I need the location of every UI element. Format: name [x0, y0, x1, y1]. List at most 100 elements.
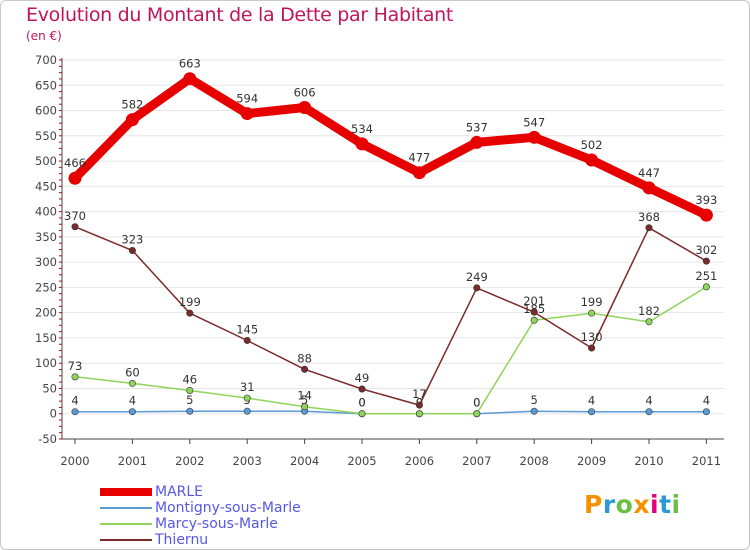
data-label: 88	[297, 351, 312, 365]
data-label: 4	[129, 394, 136, 408]
y-tick-label: 250	[35, 280, 57, 294]
data-point	[125, 113, 139, 127]
logo-letter: x	[633, 490, 650, 519]
legend-swatch	[100, 523, 152, 525]
legend-label: MARLE	[155, 484, 204, 500]
data-point	[530, 308, 538, 316]
data-label: 5	[186, 393, 193, 407]
data-point	[243, 407, 251, 415]
data-point	[298, 101, 312, 115]
logo-letter: t	[659, 490, 672, 519]
y-tick-label: 50	[42, 381, 57, 395]
data-point	[301, 403, 309, 411]
x-tick-label: 2010	[634, 454, 663, 468]
data-label: 4	[71, 394, 78, 408]
y-tick-label: 150	[35, 331, 57, 345]
data-label: 0	[358, 396, 365, 410]
data-point	[358, 410, 366, 418]
data-label: 466	[64, 156, 86, 170]
data-point	[527, 130, 541, 144]
data-point	[128, 247, 136, 255]
data-point	[588, 408, 596, 416]
data-point	[358, 385, 366, 393]
data-label: 4	[588, 394, 595, 408]
data-point	[355, 137, 369, 151]
x-tick-label: 2005	[347, 454, 376, 468]
data-point	[68, 171, 82, 185]
logo-letter: o	[615, 490, 634, 519]
x-tick-label: 2011	[692, 454, 721, 468]
legend-item: Montigny-sous-Marle	[100, 500, 301, 516]
data-point	[415, 401, 423, 409]
data-point	[699, 208, 713, 222]
data-point	[645, 408, 653, 416]
series-line	[74, 286, 708, 415]
data-label: 393	[695, 193, 717, 207]
legend-label: Marcy-sous-Marle	[155, 516, 278, 532]
data-point	[186, 386, 194, 394]
data-point	[243, 394, 251, 402]
data-label: 201	[523, 294, 545, 308]
data-point	[71, 408, 79, 416]
data-label: 31	[240, 380, 255, 394]
data-label: 199	[581, 295, 603, 309]
data-label: 5	[301, 393, 308, 407]
data-point	[530, 316, 538, 324]
data-point	[645, 318, 653, 326]
data-point	[415, 410, 423, 418]
chart-legend: MARLE Montigny-sous-Marle Marcy-sous-Marle…	[100, 484, 301, 548]
y-tick-label: 450	[35, 179, 57, 193]
data-point	[71, 373, 79, 381]
data-point	[473, 284, 481, 292]
data-label: 477	[408, 151, 430, 165]
x-tick-label: 2004	[290, 454, 319, 468]
series-line	[70, 74, 711, 220]
data-point	[301, 365, 309, 373]
data-label: 49	[355, 371, 370, 385]
data-label: 0	[358, 396, 365, 410]
data-label: 370	[64, 209, 86, 223]
legend-swatch	[100, 507, 152, 509]
y-tick-label: 700	[35, 53, 57, 67]
data-label: 582	[121, 98, 143, 112]
y-tick-label: 500	[35, 154, 57, 168]
y-tick-label: 650	[35, 78, 57, 92]
data-label: 60	[125, 365, 140, 379]
data-point	[530, 407, 538, 415]
x-tick-label: 2000	[60, 454, 89, 468]
logo-letter: i	[650, 490, 660, 519]
data-label: 447	[638, 166, 660, 180]
data-label: 4	[645, 394, 652, 408]
data-point	[588, 309, 596, 317]
legend-swatch	[100, 488, 152, 496]
x-tick-label: 2001	[118, 454, 147, 468]
data-label: 534	[351, 122, 373, 136]
data-label: 606	[294, 86, 316, 100]
legend-item: MARLE	[100, 484, 301, 500]
x-tick-label: 2008	[520, 454, 549, 468]
data-point	[243, 336, 251, 344]
data-point	[702, 257, 710, 265]
chart-subtitle: (en €)	[26, 29, 62, 43]
data-point	[702, 283, 710, 291]
data-label: 537	[466, 120, 488, 134]
data-label: 130	[581, 330, 603, 344]
data-label: 182	[638, 304, 660, 318]
data-point	[186, 309, 194, 317]
y-tick-label: 550	[35, 129, 57, 143]
data-point	[473, 410, 481, 418]
legend-item: Thiernu	[100, 532, 301, 548]
data-label: 14	[297, 389, 312, 403]
logo-letter: r	[602, 490, 616, 519]
data-point	[183, 72, 197, 86]
data-point	[642, 181, 656, 195]
data-label: 199	[179, 295, 201, 309]
data-point	[702, 408, 710, 416]
data-point	[588, 344, 596, 352]
data-label: 17	[412, 387, 427, 401]
legend-label: Montigny-sous-Marle	[155, 500, 301, 516]
data-label: 547	[523, 115, 545, 129]
data-label: 145	[236, 322, 258, 336]
data-point	[585, 153, 599, 167]
